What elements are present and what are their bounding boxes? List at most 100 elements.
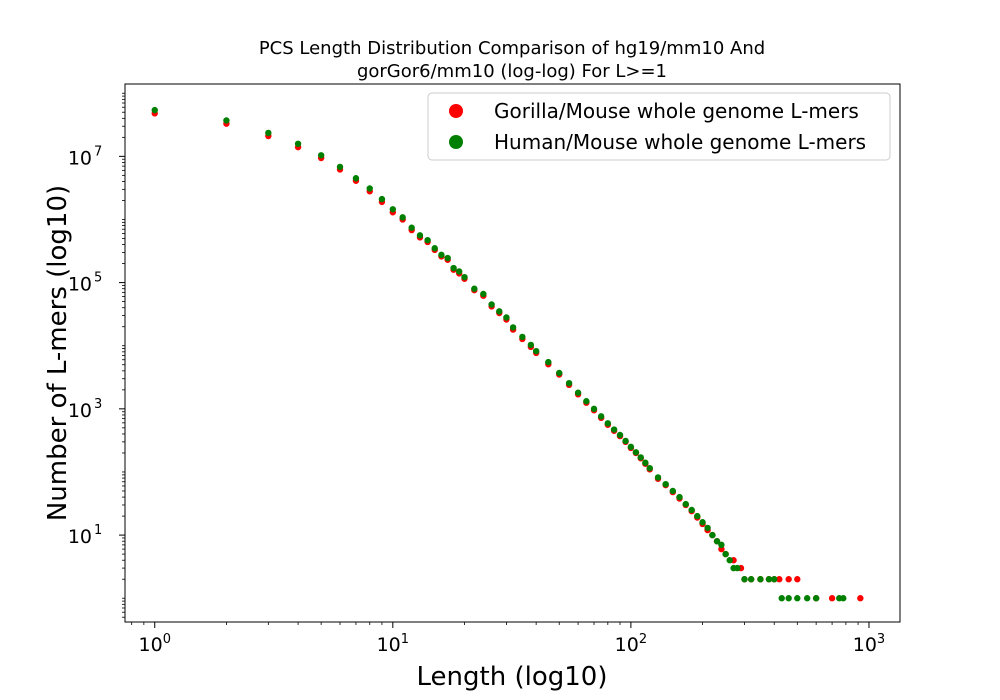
x-tick-label: 101: [377, 632, 409, 656]
data-point: [669, 487, 677, 495]
data-point: [718, 541, 725, 549]
data-point: [604, 420, 612, 427]
data-point: [646, 464, 653, 472]
legend-marker-gorilla: [449, 104, 463, 118]
data-point: [709, 531, 716, 539]
x-tick-label: 103: [853, 632, 885, 656]
data-point: [519, 333, 526, 341]
data-point: [438, 251, 445, 259]
data-point: [583, 398, 590, 405]
data-point: [532, 347, 540, 355]
data-point: [803, 595, 811, 602]
data-point: [416, 232, 424, 239]
data-point: [699, 519, 706, 526]
data-point: [713, 538, 721, 545]
data-point: [741, 576, 748, 583]
data-point: [574, 389, 582, 396]
data-point: [527, 341, 535, 349]
data-point: [556, 369, 563, 377]
data-point: [317, 152, 325, 159]
x-tick-label: 100: [139, 632, 171, 656]
legend-marker-human: [449, 135, 463, 149]
x-axis-ticks: 100 101 102 103: [131, 622, 885, 656]
x-axis-label: Length (log10): [417, 662, 608, 692]
data-point: [488, 301, 495, 308]
data-point: [765, 576, 773, 583]
y-tick-label: 10: [68, 400, 92, 422]
data-point: [424, 236, 431, 244]
data-point: [509, 324, 517, 331]
x-tick-label: 102: [615, 632, 647, 656]
legend-label-human: Human/Mouse whole genome L-mers: [494, 130, 866, 154]
data-point: [455, 268, 463, 275]
data-point: [151, 106, 158, 114]
data-point: [688, 506, 695, 514]
data-point: [794, 595, 801, 602]
data-point: [597, 413, 605, 420]
legend: Gorilla/Mouse whole genome L-mers Human/…: [427, 92, 891, 161]
data-point: [503, 314, 510, 321]
data-point: [265, 129, 272, 137]
data-point: [654, 474, 662, 481]
data-point: [734, 564, 741, 572]
data-point: [627, 443, 635, 451]
data-point: [722, 550, 729, 558]
y-axis-label: Number of L-mers (log10): [43, 185, 73, 521]
data-point: [408, 224, 415, 231]
data-point: [294, 140, 302, 148]
series-1: [151, 106, 847, 602]
y-tick-exponent: 5: [94, 271, 102, 286]
data-point: [461, 273, 468, 281]
legend-label-gorilla: Gorilla/Mouse whole genome L-mers: [494, 99, 859, 123]
data-point: [223, 117, 230, 124]
data-point: [431, 245, 438, 252]
data-point: [637, 454, 644, 461]
data-point: [662, 481, 669, 488]
data-point: [704, 524, 711, 532]
data-point: [747, 576, 755, 583]
data-point: [622, 437, 629, 445]
data-point: [694, 512, 701, 520]
data-point: [399, 214, 406, 221]
y-tick-exponent: 1: [94, 523, 102, 538]
y-tick-label: 10: [68, 526, 92, 548]
data-point: [480, 290, 487, 298]
y-tick-label: 10: [68, 274, 92, 296]
data-point: [812, 595, 820, 602]
data-points: [151, 106, 864, 602]
data-point: [682, 500, 689, 508]
chart-title-line-2: gorGor6/mm10 (log-log) For L>=1: [357, 61, 667, 82]
data-point: [757, 576, 764, 583]
data-point: [336, 163, 344, 171]
data-point: [378, 195, 386, 203]
data-point: [632, 449, 640, 456]
data-point: [726, 557, 733, 564]
data-point: [771, 576, 778, 583]
data-point: [545, 358, 552, 366]
data-point: [366, 185, 373, 192]
series-0: [151, 110, 864, 602]
data-point: [785, 576, 792, 583]
data-point: [590, 405, 598, 413]
data-point: [444, 254, 451, 262]
data-point: [610, 426, 618, 433]
data-point: [776, 576, 783, 583]
plot-frame: [124, 83, 901, 623]
data-point: [471, 285, 478, 292]
data-point: [840, 595, 847, 602]
y-tick-exponent: 7: [94, 144, 102, 159]
data-point: [794, 576, 801, 583]
chart-title-line-1: PCS Length Distribution Comparison of hg…: [259, 38, 765, 59]
data-point: [828, 595, 836, 602]
data-point: [642, 459, 649, 466]
data-point: [778, 595, 785, 602]
data-point: [389, 206, 397, 213]
y-tick-label: 10: [68, 147, 92, 169]
data-point: [565, 379, 573, 387]
data-point: [450, 264, 457, 272]
data-point: [785, 595, 792, 602]
y-tick-exponent: 3: [94, 397, 102, 412]
data-point: [676, 493, 683, 501]
